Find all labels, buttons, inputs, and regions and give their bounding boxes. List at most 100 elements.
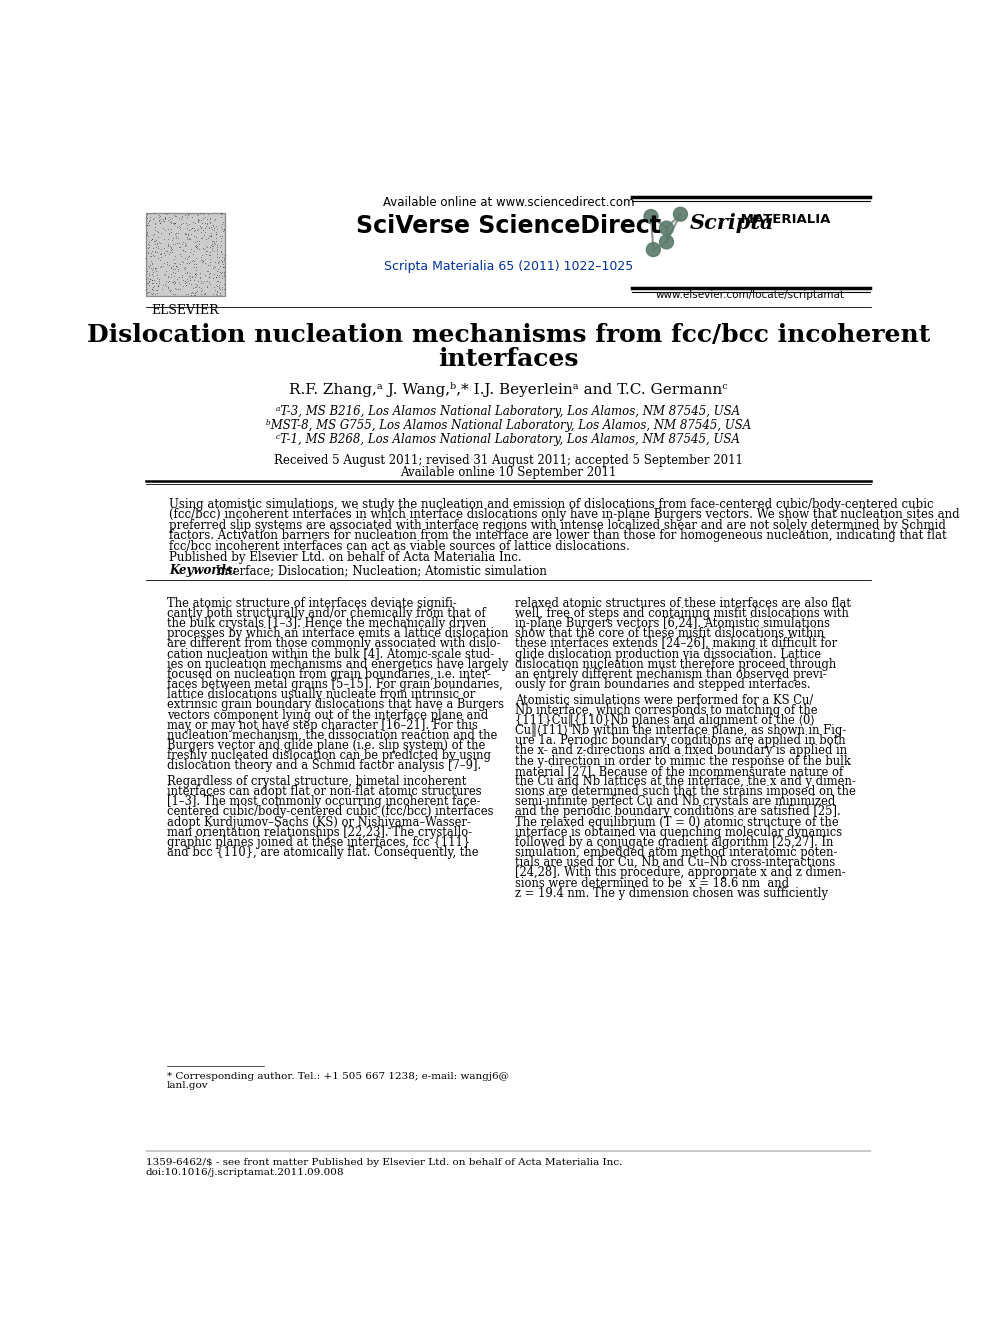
Point <box>152 232 168 253</box>
Point <box>160 235 176 257</box>
Point <box>179 224 194 245</box>
Point <box>160 251 176 273</box>
Text: ᶜT-1, MS B268, Los Alamos National Laboratory, Los Alamos, NM 87545, USA: ᶜT-1, MS B268, Los Alamos National Labor… <box>277 433 740 446</box>
Point <box>179 226 194 247</box>
Point <box>171 271 186 292</box>
Point <box>179 275 194 296</box>
Point <box>168 283 184 304</box>
Point <box>202 237 218 258</box>
Point <box>178 213 193 234</box>
Point <box>216 263 232 284</box>
Point <box>179 253 194 274</box>
Point <box>208 224 224 245</box>
Text: Nb interface, which corresponds to matching of the: Nb interface, which corresponds to match… <box>516 704 818 717</box>
Text: simulation, embedded atom method interatomic poten-: simulation, embedded atom method interat… <box>516 847 838 859</box>
Point <box>177 262 192 283</box>
Point <box>144 270 160 291</box>
Point <box>146 279 162 300</box>
Point <box>187 235 203 257</box>
Point <box>180 206 195 228</box>
Circle shape <box>660 235 674 249</box>
Point <box>156 229 172 250</box>
Point <box>144 253 160 274</box>
Point <box>167 205 183 226</box>
Point <box>164 271 180 292</box>
Point <box>195 208 211 229</box>
Point <box>164 257 180 278</box>
Point <box>187 226 203 247</box>
Point <box>169 255 185 277</box>
Point <box>214 251 230 273</box>
Point <box>209 280 225 302</box>
Point <box>174 234 189 255</box>
Point <box>214 257 230 278</box>
Point <box>196 238 212 259</box>
Point <box>163 208 179 229</box>
Point <box>155 274 171 295</box>
Point <box>167 253 183 274</box>
Point <box>207 279 223 300</box>
Point <box>205 214 221 235</box>
Point <box>142 254 158 275</box>
Text: cantly both structurally and/or chemically from that of: cantly both structurally and/or chemical… <box>167 607 485 620</box>
Point <box>140 233 156 254</box>
Point <box>182 270 197 291</box>
Point <box>149 265 165 286</box>
Point <box>145 282 161 303</box>
Text: the Cu and Nb lattices at the interface, the x and y dimen-: the Cu and Nb lattices at the interface,… <box>516 775 856 789</box>
Point <box>153 205 169 226</box>
Point <box>188 237 204 258</box>
Circle shape <box>644 209 658 224</box>
Point <box>212 237 228 258</box>
Point <box>198 243 214 265</box>
Point <box>142 210 158 232</box>
Text: lanl.gov: lanl.gov <box>167 1081 208 1090</box>
Text: faces between metal grains [5–15]. For grain boundaries,: faces between metal grains [5–15]. For g… <box>167 679 503 691</box>
Point <box>208 234 224 255</box>
Point <box>163 218 179 239</box>
Point <box>141 274 157 295</box>
Point <box>145 225 161 246</box>
Point <box>150 275 166 296</box>
Point <box>177 224 192 245</box>
Point <box>180 261 195 282</box>
Point <box>149 232 165 253</box>
Point <box>199 204 215 225</box>
Point <box>187 263 203 284</box>
Point <box>213 204 229 225</box>
Point <box>206 255 222 277</box>
Text: Interface; Dislocation; Nucleation; Atomistic simulation: Interface; Dislocation; Nucleation; Atom… <box>211 565 547 577</box>
Point <box>208 224 224 245</box>
Point <box>196 221 212 242</box>
Point <box>189 271 205 292</box>
Point <box>187 277 203 298</box>
Point <box>140 225 156 246</box>
Point <box>172 274 187 295</box>
Text: these interfaces extends [24–26], making it difficult for: these interfaces extends [24–26], making… <box>516 638 837 651</box>
Point <box>157 242 173 263</box>
Point <box>201 254 217 275</box>
Point <box>212 271 228 292</box>
Point <box>212 279 228 300</box>
Point <box>190 230 206 251</box>
Point <box>171 233 186 254</box>
Point <box>185 217 200 238</box>
Point <box>152 257 168 278</box>
Text: semi-infinite perfect Cu and Nb crystals are minimized: semi-infinite perfect Cu and Nb crystals… <box>516 795 835 808</box>
Point <box>176 213 191 234</box>
Point <box>209 246 225 267</box>
Point <box>163 210 179 232</box>
Point <box>145 277 161 298</box>
Point <box>189 218 205 239</box>
Point <box>145 278 161 299</box>
Point <box>146 270 162 291</box>
Point <box>176 270 191 291</box>
Point <box>175 239 190 261</box>
Point <box>192 266 208 287</box>
Point <box>201 251 217 273</box>
Point <box>157 208 173 229</box>
Point <box>212 255 228 277</box>
Point <box>216 262 232 283</box>
Point <box>192 278 208 299</box>
Point <box>162 241 178 262</box>
